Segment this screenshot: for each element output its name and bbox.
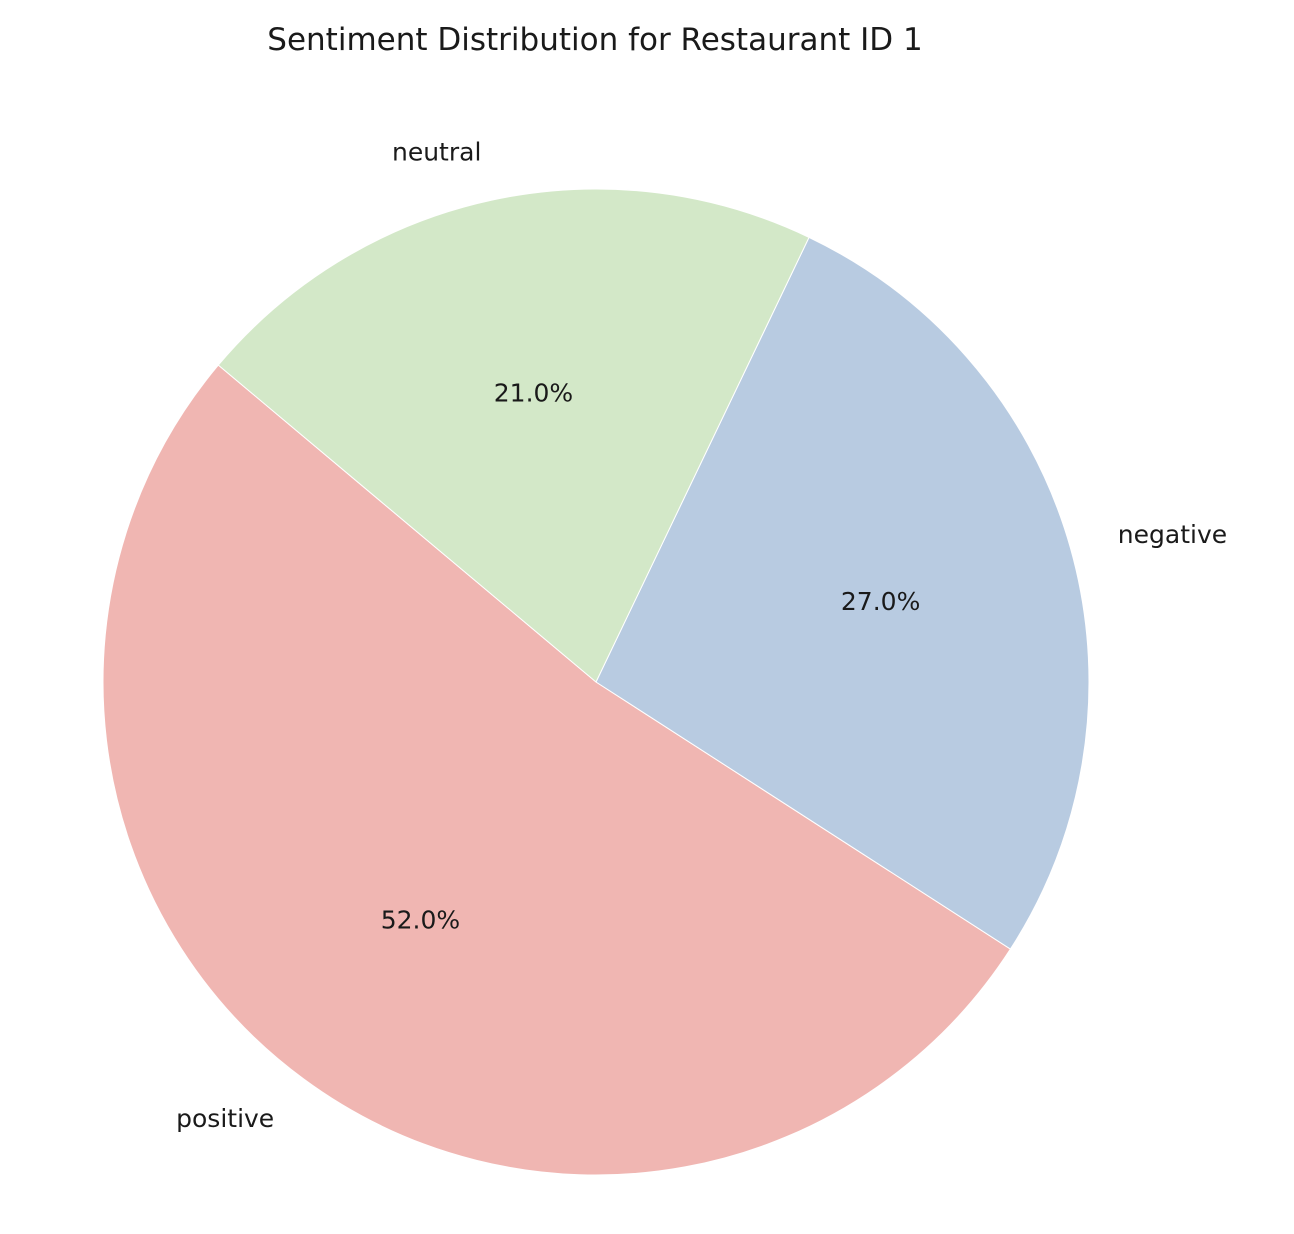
pie-category-label-neutral: neutral [392,137,481,166]
pie-category-label-positive: positive [176,1104,274,1133]
chart-title: Sentiment Distribution for Restaurant ID… [267,22,922,58]
pie-slice-neutral [217,188,810,683]
pie-value-label-negative: 27.0% [841,587,920,616]
pie-labels: 52.0% positive 27.0% negative 21.0% neutral [176,137,1227,1133]
pie-category-label-negative: negative [1118,520,1227,549]
pie-slices [102,188,1090,1176]
pie-value-label-positive: 52.0% [381,906,460,935]
pie-value-label-neutral: 21.0% [494,378,573,407]
pie-slice-positive [102,364,1012,1176]
pie-slice-negative [595,236,1090,950]
